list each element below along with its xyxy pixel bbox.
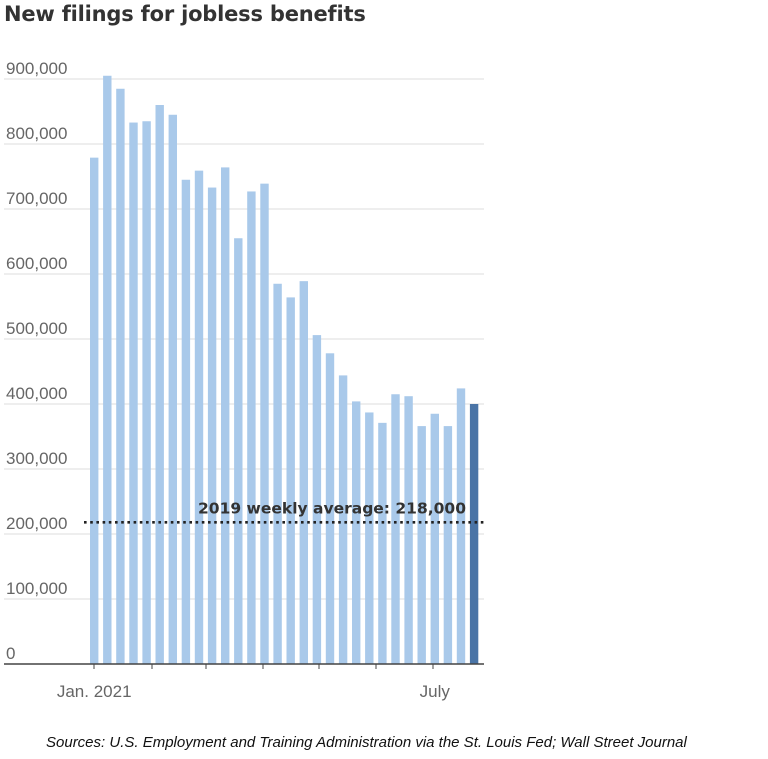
y-tick-label: 900,000 — [6, 59, 67, 78]
reference-line-group: 2019 weekly average: 218,000 — [84, 499, 484, 524]
y-axis-tick-labels: 0 100,000 200,000 300,000 400,000 500,000 600,… — [6, 59, 67, 663]
source-note: Sources: U.S. Employment and Training Ad… — [46, 734, 687, 751]
y-tick-label: 0 — [6, 644, 15, 663]
bar — [168, 114, 177, 664]
bar — [116, 88, 125, 664]
bar — [338, 375, 348, 664]
bar — [352, 401, 361, 664]
gridlines — [4, 78, 484, 600]
bar — [221, 167, 230, 664]
bar-chart: 0 100,000 200,000 300,000 400,000 500,000 600,… — [4, 59, 484, 701]
bar — [286, 297, 295, 664]
x-tick-label: July — [420, 682, 451, 701]
bar — [273, 283, 282, 664]
bar — [129, 122, 138, 665]
bar — [103, 75, 112, 664]
bar — [299, 281, 308, 664]
y-tick-label: 400,000 — [6, 384, 67, 403]
bars — [90, 75, 479, 665]
bar — [430, 413, 439, 664]
bar — [417, 426, 426, 664]
bar — [378, 422, 387, 664]
bar — [194, 170, 204, 664]
bar — [456, 388, 466, 664]
bar — [443, 426, 453, 664]
bar — [207, 187, 217, 665]
bar — [247, 191, 256, 664]
y-tick-label: 700,000 — [6, 189, 67, 208]
bar — [181, 179, 191, 664]
y-tick-label: 300,000 — [6, 449, 67, 468]
y-tick-label: 500,000 — [6, 319, 67, 338]
bar — [325, 353, 335, 664]
y-tick-label: 100,000 — [6, 579, 67, 598]
y-tick-label: 600,000 — [6, 254, 67, 273]
bar — [234, 238, 243, 664]
bar — [365, 412, 374, 664]
bar — [142, 121, 151, 664]
y-tick-label: 800,000 — [6, 124, 67, 143]
x-tick-label: Jan. 2021 — [57, 682, 132, 701]
x-axis: Jan. 2021 July — [4, 663, 484, 701]
bar — [155, 105, 164, 664]
bar — [90, 157, 99, 664]
y-tick-label: 200,000 — [6, 514, 67, 533]
bar — [404, 396, 413, 664]
reference-line-label: 2019 weekly average: 218,000 — [198, 499, 466, 517]
bar — [312, 335, 322, 664]
bar — [391, 394, 400, 664]
bar-latest-week — [469, 404, 479, 664]
chart-title: New filings for jobless benefits — [4, 2, 366, 26]
bar — [260, 183, 269, 664]
